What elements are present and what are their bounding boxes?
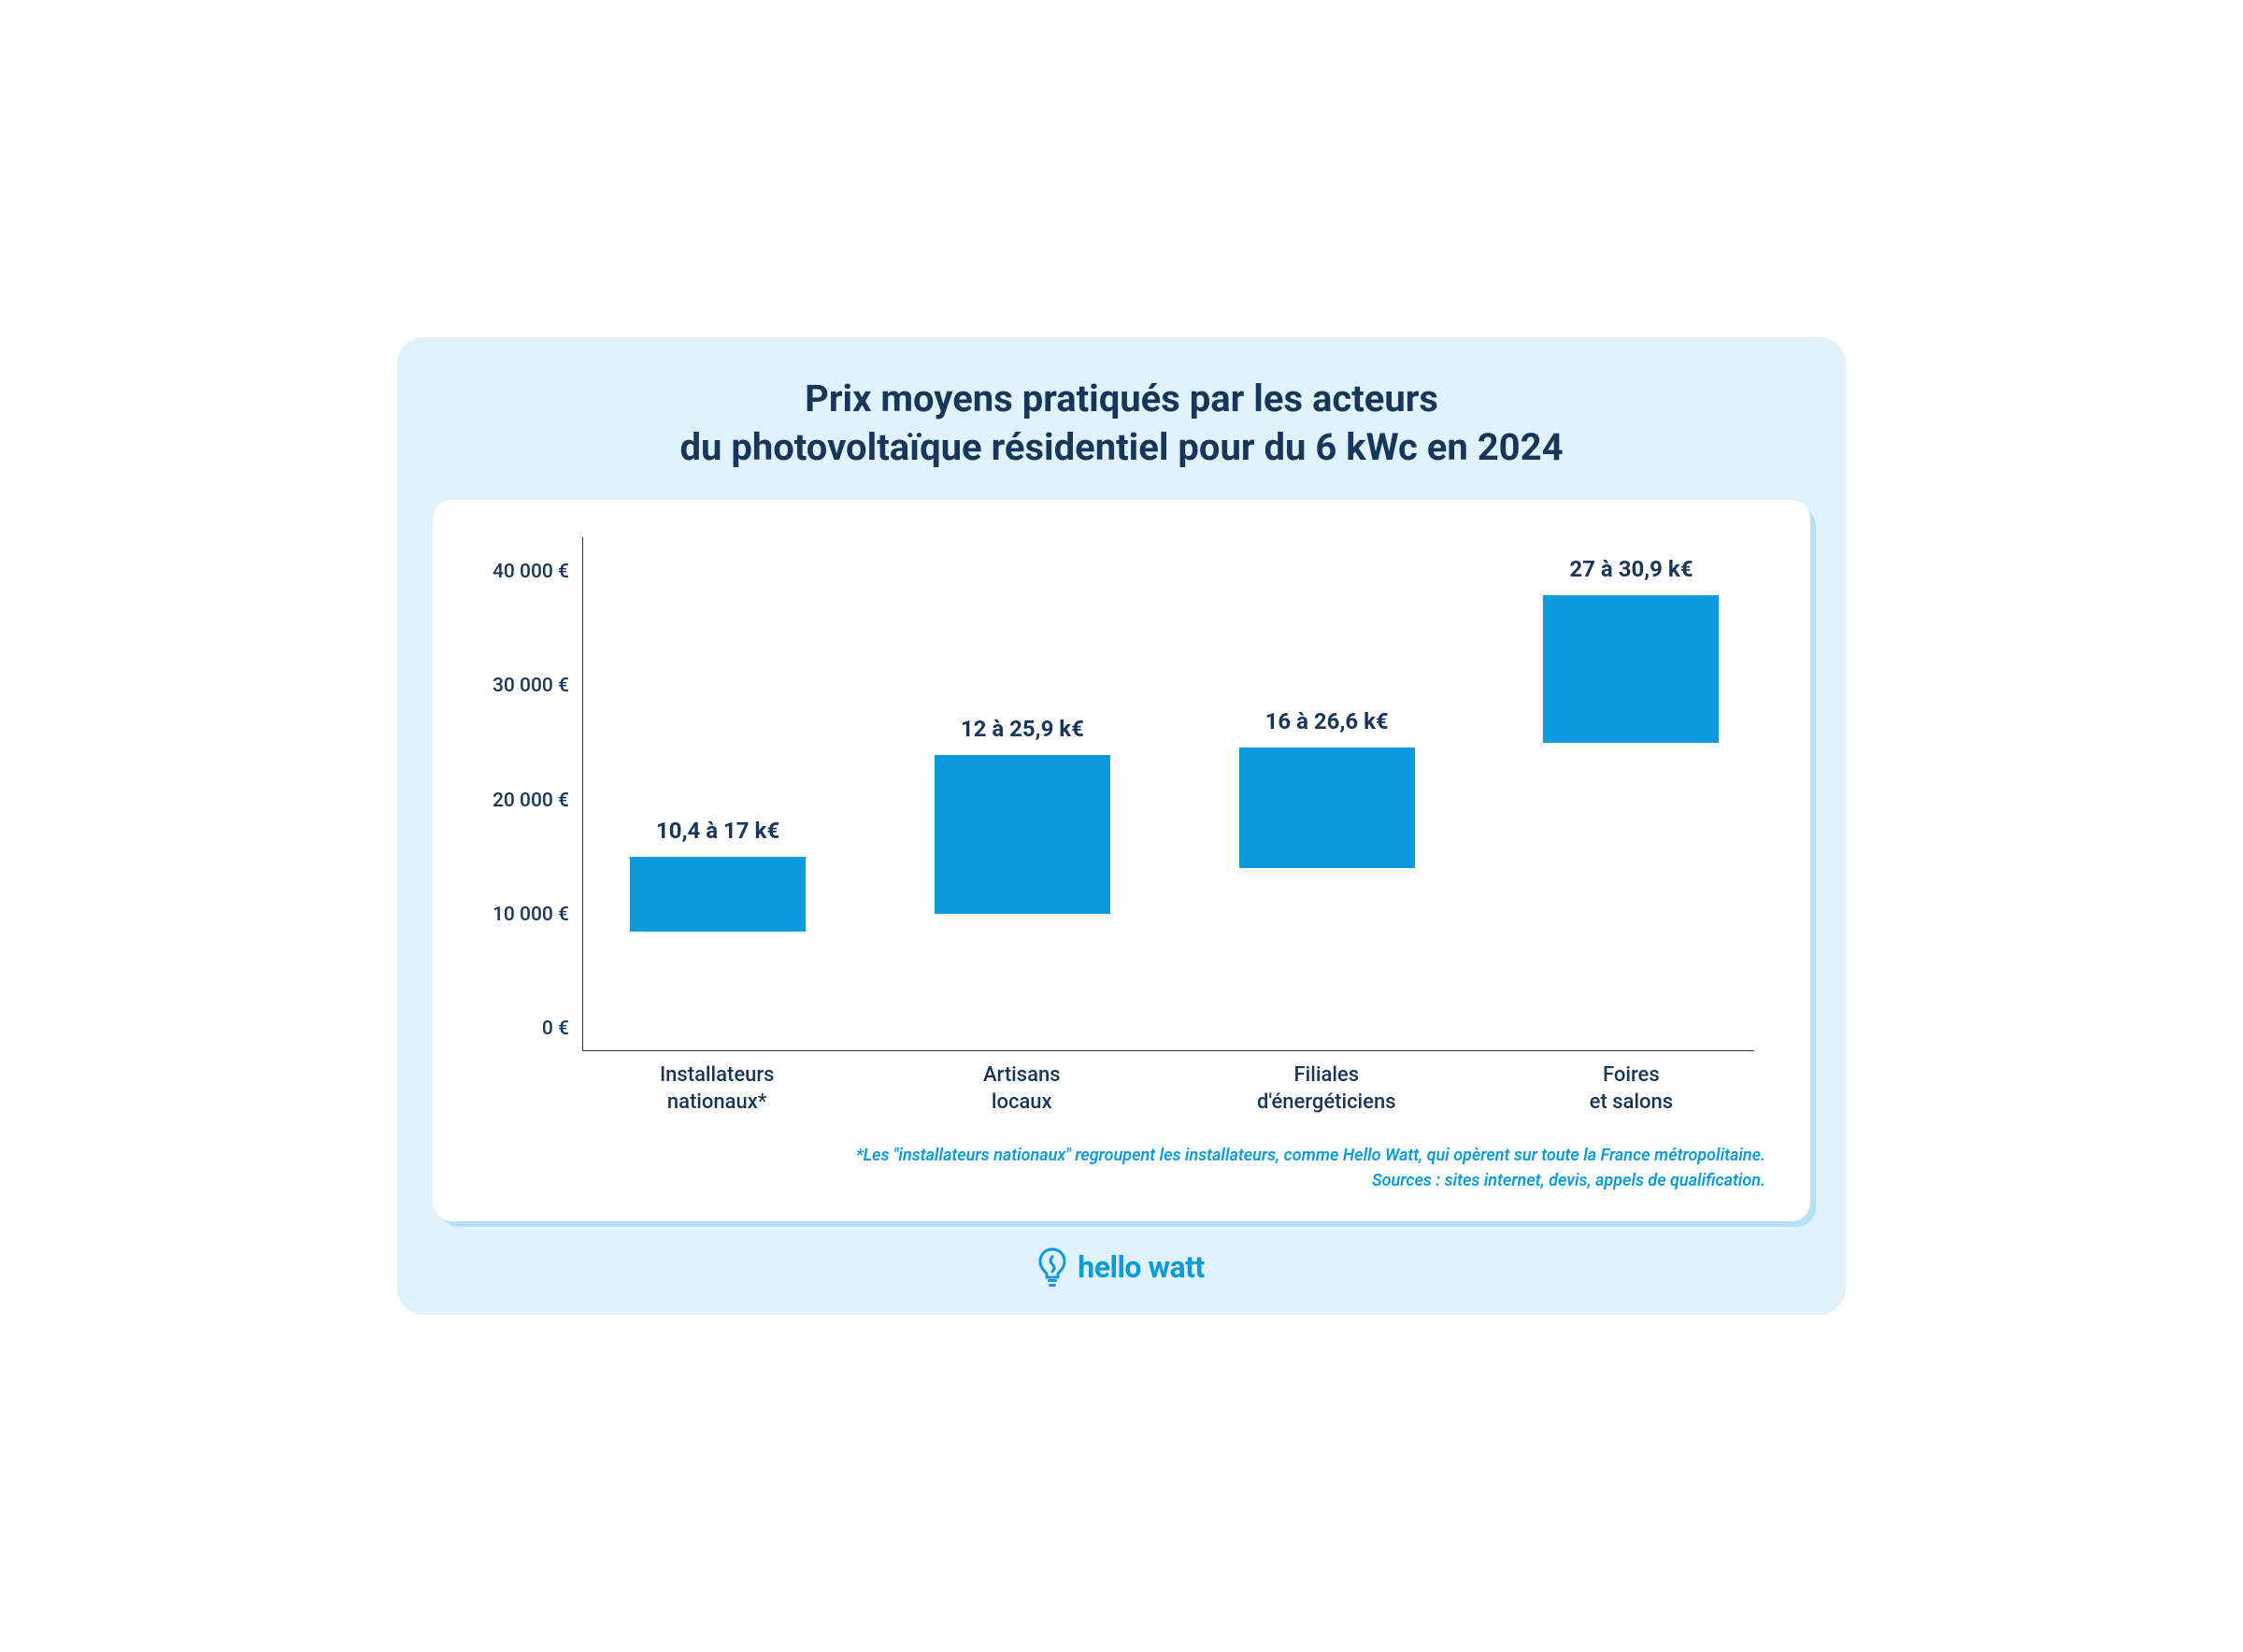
footnote-line-2: Sources : sites internet, devis, appels … (1372, 1171, 1765, 1190)
y-tick-label: 30 000 € (493, 675, 569, 697)
title-line-1: Prix moyens pratiqués par les acteurs (805, 377, 1438, 420)
plot-region: 10,4 à 17 k€ 12 à 25,9 k€ 16 à 26,6 k€ 27 à… (582, 537, 1754, 1051)
logo-text: hello watt (1078, 1249, 1204, 1285)
footnote-line-1: *Les "installateurs nationaux" regroupen… (856, 1146, 1765, 1165)
footnote: *Les "installateurs nationaux" regroupen… (470, 1143, 1773, 1193)
chart-area: 0 €10 000 €20 000 €30 000 €40 000 € 10,4… (582, 537, 1754, 1051)
price-range-bar: 16 à 26,6 k€ (1239, 748, 1415, 868)
bar-group: 10,4 à 17 k€ (630, 537, 806, 1050)
bar-value-label: 12 à 25,9 k€ (910, 716, 1135, 742)
chart-title: Prix moyens pratiqués par les acteurs du… (433, 375, 1810, 472)
bar-value-label: 27 à 30,9 k€ (1519, 556, 1743, 582)
x-category-label: Installateursnationaux* (660, 1062, 775, 1116)
y-tick-label: 0 € (542, 1018, 569, 1040)
x-axis-labels: Installateursnationaux* Artisanslocaux Fil… (582, 1062, 1754, 1133)
chart-card-wrapper: 0 € 10 000 € 20 000 € 30 000 € 40 000 € 10,4… (433, 500, 1810, 1221)
y-tick-label: 10 000 € (493, 904, 569, 926)
y-tick-label: 40 000 € (493, 561, 569, 583)
bar-value-label: 16 à 26,6 k€ (1215, 708, 1439, 734)
title-line-2: du photovoltaïque résidentiel pour du 6 … (679, 425, 1563, 469)
infographic-container: Prix moyens pratiqués par les acteurs du… (397, 337, 1846, 1315)
price-range-bar: 12 à 25,9 k€ (935, 755, 1110, 914)
bar-group: 12 à 25,9 k€ (935, 537, 1110, 1050)
bar-group: 27 à 30,9 k€ (1543, 537, 1719, 1050)
price-range-bar: 27 à 30,9 k€ (1543, 595, 1719, 742)
x-category-label: Filialesd'énergéticiens (1257, 1062, 1395, 1116)
y-axis: 0 € 10 000 € 20 000 € 30 000 € 40 000 € (470, 537, 582, 1051)
logo: hello watt (433, 1247, 1810, 1287)
x-category-label: Artisanslocaux (983, 1062, 1061, 1116)
bar-group: 16 à 26,6 k€ (1239, 537, 1415, 1050)
x-category-label: Foireset salons (1590, 1062, 1673, 1116)
y-tick-label: 20 000 € (493, 790, 569, 812)
chart-card: 0 € 10 000 € 20 000 € 30 000 € 40 000 € 10,4… (433, 500, 1810, 1221)
lightbulb-icon (1038, 1247, 1066, 1287)
price-range-bar: 10,4 à 17 k€ (630, 857, 806, 933)
bar-value-label: 10,4 à 17 k€ (606, 818, 830, 844)
